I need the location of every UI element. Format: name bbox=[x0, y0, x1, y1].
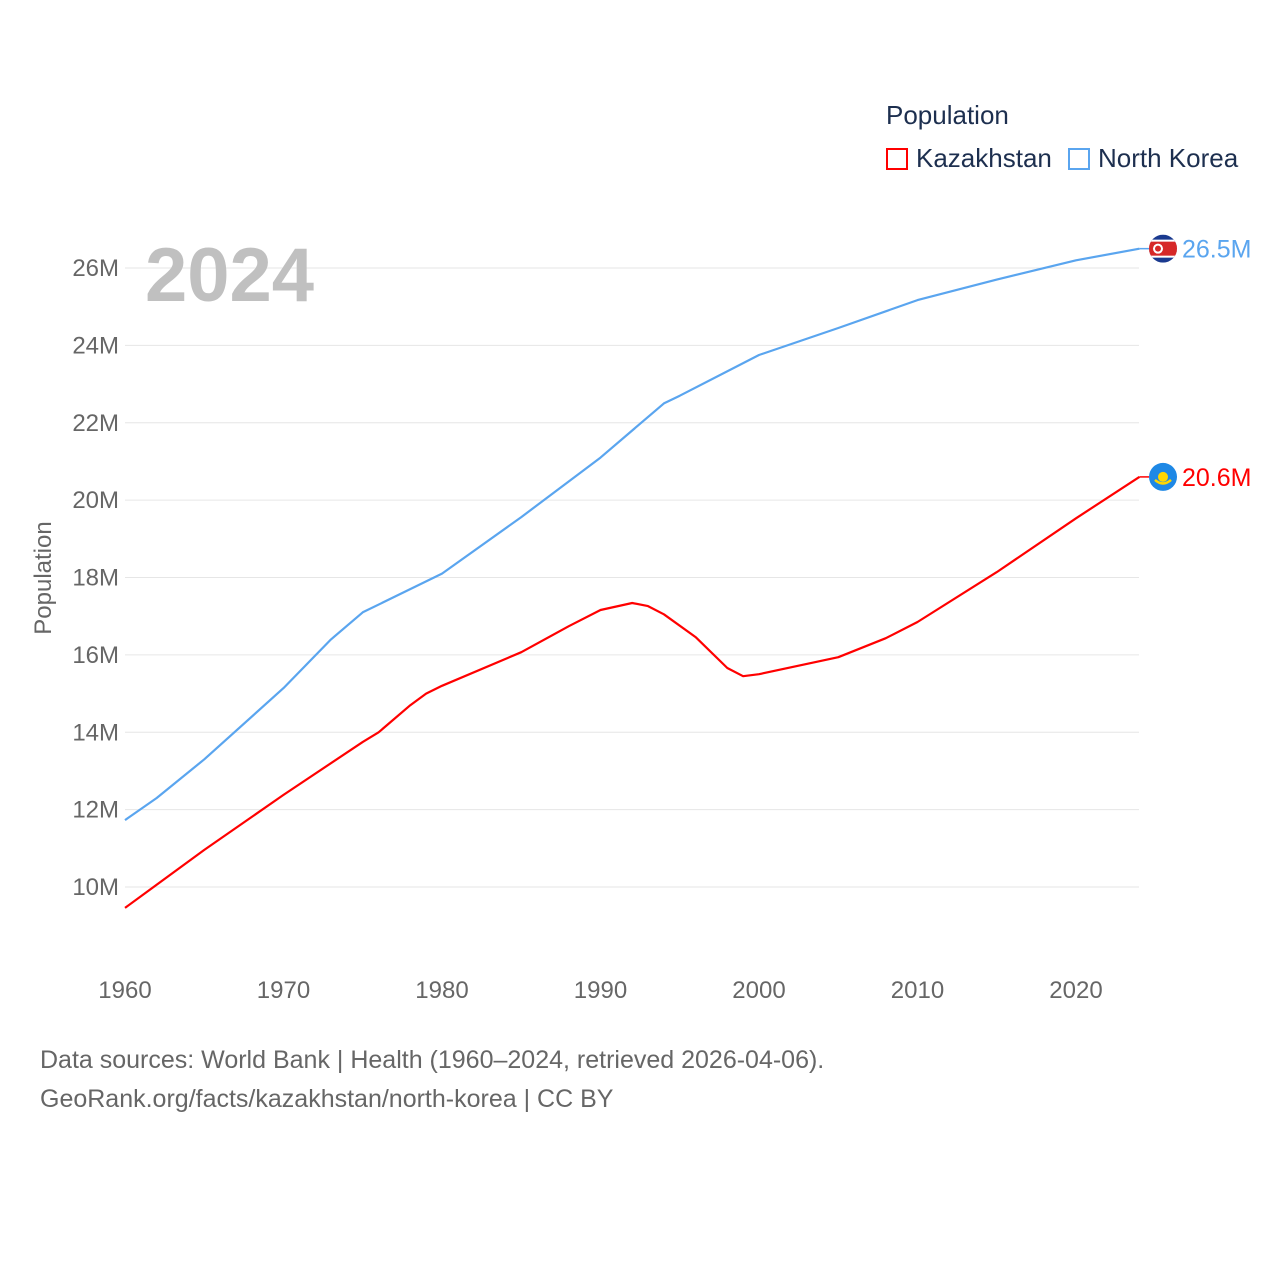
flag-star bbox=[1155, 245, 1161, 252]
series-line-kazakhstan bbox=[124, 475, 1141, 909]
y-tick-label: 24M bbox=[72, 332, 119, 359]
y-axis-label: Population bbox=[30, 521, 57, 634]
legend-item-north-korea[interactable]: North Korea bbox=[1068, 143, 1238, 174]
y-tick-label: 22M bbox=[72, 410, 119, 437]
x-tick-label: 1970 bbox=[257, 977, 310, 1004]
legend-swatch-kazakhstan bbox=[886, 147, 908, 170]
legend-swatch-north-korea bbox=[1068, 147, 1090, 170]
y-tick-label: 18M bbox=[72, 565, 119, 592]
legend-title: Population bbox=[886, 100, 1009, 130]
y-tick-label: 20M bbox=[72, 487, 119, 514]
end-label-north-korea: 26.5M bbox=[1182, 236, 1251, 264]
legend-item-kazakhstan[interactable]: Kazakhstan bbox=[886, 143, 1052, 174]
x-tick-label: 2000 bbox=[732, 977, 785, 1004]
flag-sun bbox=[1158, 471, 1168, 482]
legend-label: Kazakhstan bbox=[916, 143, 1052, 173]
flag-eagle bbox=[1154, 478, 1172, 485]
x-tick-label: 1990 bbox=[574, 977, 627, 1004]
y-tick-label: 10M bbox=[72, 874, 119, 901]
source-url[interactable]: GeoRank.org/facts/kazakhstan/north-korea… bbox=[40, 1085, 614, 1113]
x-tick-label: 1960 bbox=[98, 977, 151, 1004]
y-tick-label: 14M bbox=[72, 719, 119, 746]
source-line: Data sources: World Bank | Health (1960–… bbox=[40, 1046, 825, 1074]
x-tick-label: 1980 bbox=[415, 977, 468, 1004]
y-tick-label: 12M bbox=[72, 797, 119, 824]
flag-body bbox=[1149, 234, 1177, 263]
y-tick-label: 16M bbox=[72, 642, 119, 669]
y-tick-label: 26M bbox=[72, 255, 119, 282]
x-tick-label: 2020 bbox=[1049, 977, 1102, 1004]
year-watermark: 2024 bbox=[145, 233, 314, 318]
legend-label: North Korea bbox=[1098, 143, 1239, 173]
x-tick-label: 2010 bbox=[891, 977, 944, 1004]
series-line-north-korea bbox=[124, 247, 1140, 822]
north-korea-flag-icon bbox=[1149, 234, 1177, 263]
kazakhstan-flag-icon bbox=[1149, 462, 1177, 491]
end-label-kazakhstan: 20.6M bbox=[1182, 464, 1251, 492]
